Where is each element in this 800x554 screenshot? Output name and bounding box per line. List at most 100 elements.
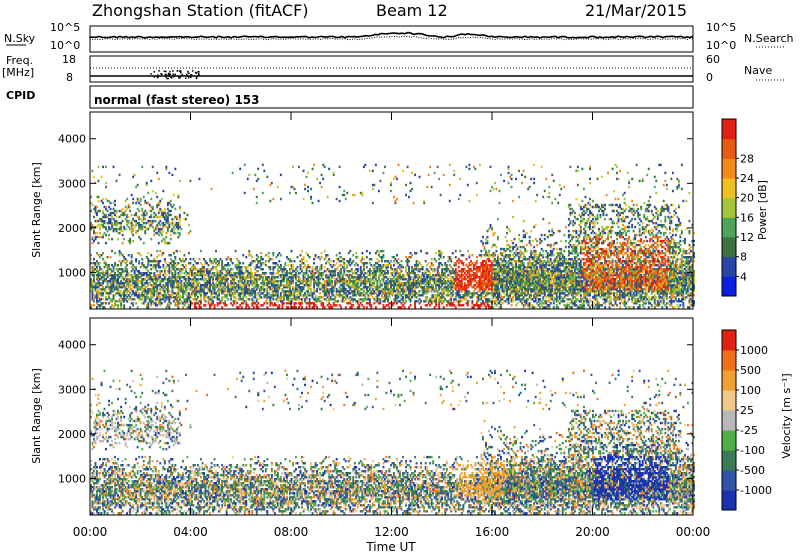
range-time-cell	[224, 302, 227, 305]
range-time-cell	[127, 274, 130, 277]
range-time-cell	[362, 284, 365, 287]
range-time-cell	[331, 282, 334, 285]
range-time-cell	[135, 213, 138, 217]
range-time-cell	[302, 280, 305, 283]
range-time-cell	[451, 252, 454, 255]
range-time-cell	[488, 252, 490, 255]
nsky-panel	[89, 25, 694, 53]
range-time-cell	[384, 274, 386, 277]
range-time-cell	[391, 272, 394, 275]
range-time-cell	[322, 296, 325, 299]
range-time-cell	[506, 268, 509, 271]
range-time-cell	[195, 268, 198, 271]
range-time-cell	[400, 306, 403, 309]
range-time-cell	[115, 284, 118, 287]
range-time-cell	[147, 260, 150, 263]
range-time-cell	[225, 276, 228, 279]
range-time-cell	[466, 304, 469, 307]
range-time-cell	[219, 300, 222, 303]
range-time-cell	[507, 288, 510, 291]
range-time-cell	[151, 278, 154, 281]
range-time-cell	[421, 286, 424, 289]
range-time-cell	[121, 213, 124, 217]
range-time-cell	[316, 268, 319, 271]
range-time-cell	[362, 276, 365, 279]
range-time-cell	[304, 280, 307, 283]
range-time-cell	[112, 266, 115, 269]
freq-scatter-dot	[188, 72, 190, 75]
range-time-cell	[459, 260, 462, 263]
range-time-cell	[177, 272, 180, 275]
range-time-cell	[430, 264, 433, 267]
range-time-cell	[120, 252, 123, 255]
range-time-cell	[154, 260, 157, 263]
range-time-cell	[178, 223, 181, 227]
range-time-cell	[402, 286, 405, 289]
range-time-cell	[483, 290, 486, 293]
range-time-cell	[454, 284, 457, 287]
range-time-cell	[118, 252, 121, 255]
range-time-cell	[151, 266, 154, 269]
range-time-cell	[365, 256, 368, 259]
range-time-cell	[209, 284, 212, 287]
range-time-cell	[457, 282, 460, 285]
range-time-cell	[138, 286, 141, 289]
range-time-cell	[448, 183, 451, 187]
range-time-cell	[377, 286, 380, 289]
range-time-cell	[162, 264, 165, 267]
range-time-cell	[408, 270, 411, 273]
range-time-cell	[376, 294, 379, 297]
range-time-cell	[501, 280, 504, 283]
range-time-cell	[338, 286, 341, 289]
range-time-cell	[114, 264, 117, 267]
range-time-cell	[495, 284, 498, 287]
range-time-cell	[148, 278, 151, 281]
range-time-cell	[189, 268, 192, 271]
range-time-cell	[474, 264, 477, 267]
range-time-cell	[320, 284, 323, 287]
range-time-cell	[254, 260, 257, 263]
range-time-cell	[365, 292, 368, 295]
range-time-cell	[200, 268, 202, 271]
range-time-cell	[201, 268, 204, 271]
range-time-cell	[182, 290, 184, 293]
range-time-cell	[292, 280, 294, 283]
range-time-cell	[462, 294, 465, 297]
range-time-cell	[153, 276, 156, 279]
range-time-cell	[460, 296, 463, 299]
range-time-cell	[174, 270, 177, 273]
range-time-cell	[504, 256, 507, 259]
range-time-cell	[192, 268, 195, 271]
range-time-cell	[136, 282, 139, 285]
range-time-cell	[409, 294, 412, 297]
range-time-cell	[429, 304, 432, 307]
range-time-cell	[356, 264, 359, 267]
range-time-cell	[319, 278, 322, 281]
range-time-cell	[471, 262, 474, 265]
range-time-cell	[123, 278, 126, 281]
range-time-cell	[112, 286, 115, 289]
range-time-cell	[100, 268, 103, 271]
range-time-cell	[251, 262, 254, 265]
range-time-cell	[475, 302, 478, 305]
range-time-cell	[483, 260, 486, 263]
range-time-cell	[465, 274, 468, 277]
range-time-cell	[492, 278, 495, 281]
range-time-cell	[316, 177, 319, 181]
range-time-cell	[264, 272, 267, 275]
range-time-cell	[332, 270, 335, 273]
range-time-cell	[329, 260, 332, 263]
range-time-cell	[154, 268, 157, 271]
range-time-cell	[500, 280, 502, 283]
range-time-cell	[463, 290, 466, 293]
range-time-cell	[200, 288, 202, 291]
range-time-cell	[510, 270, 513, 273]
range-time-cell	[100, 292, 103, 295]
range-time-cell	[334, 264, 337, 267]
range-time-cell	[457, 197, 460, 201]
range-time-cell	[175, 215, 178, 219]
range-time-cell	[316, 288, 319, 291]
range-time-cell	[112, 223, 115, 227]
range-time-cell	[266, 282, 269, 285]
range-time-cell	[240, 274, 243, 277]
